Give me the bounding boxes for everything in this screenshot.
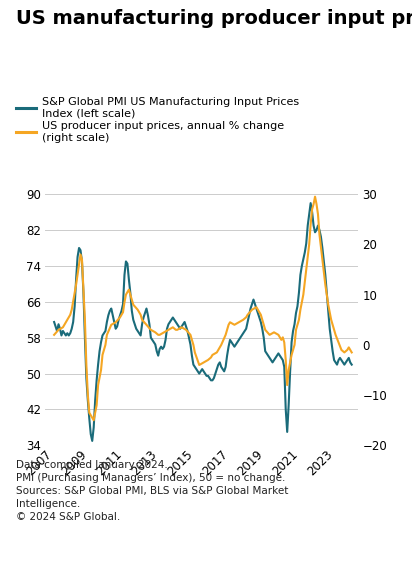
Text: Data compiled January 2024.
PMI (Purchasing Managers’ Index), 50 = no change.
So: Data compiled January 2024. PMI (Purchas… (16, 460, 289, 522)
Text: US manufacturing producer input prices: US manufacturing producer input prices (16, 9, 412, 27)
Legend: S&P Global PMI US Manufacturing Input Prices
Index (left scale), US producer inp: S&P Global PMI US Manufacturing Input Pr… (16, 97, 299, 143)
